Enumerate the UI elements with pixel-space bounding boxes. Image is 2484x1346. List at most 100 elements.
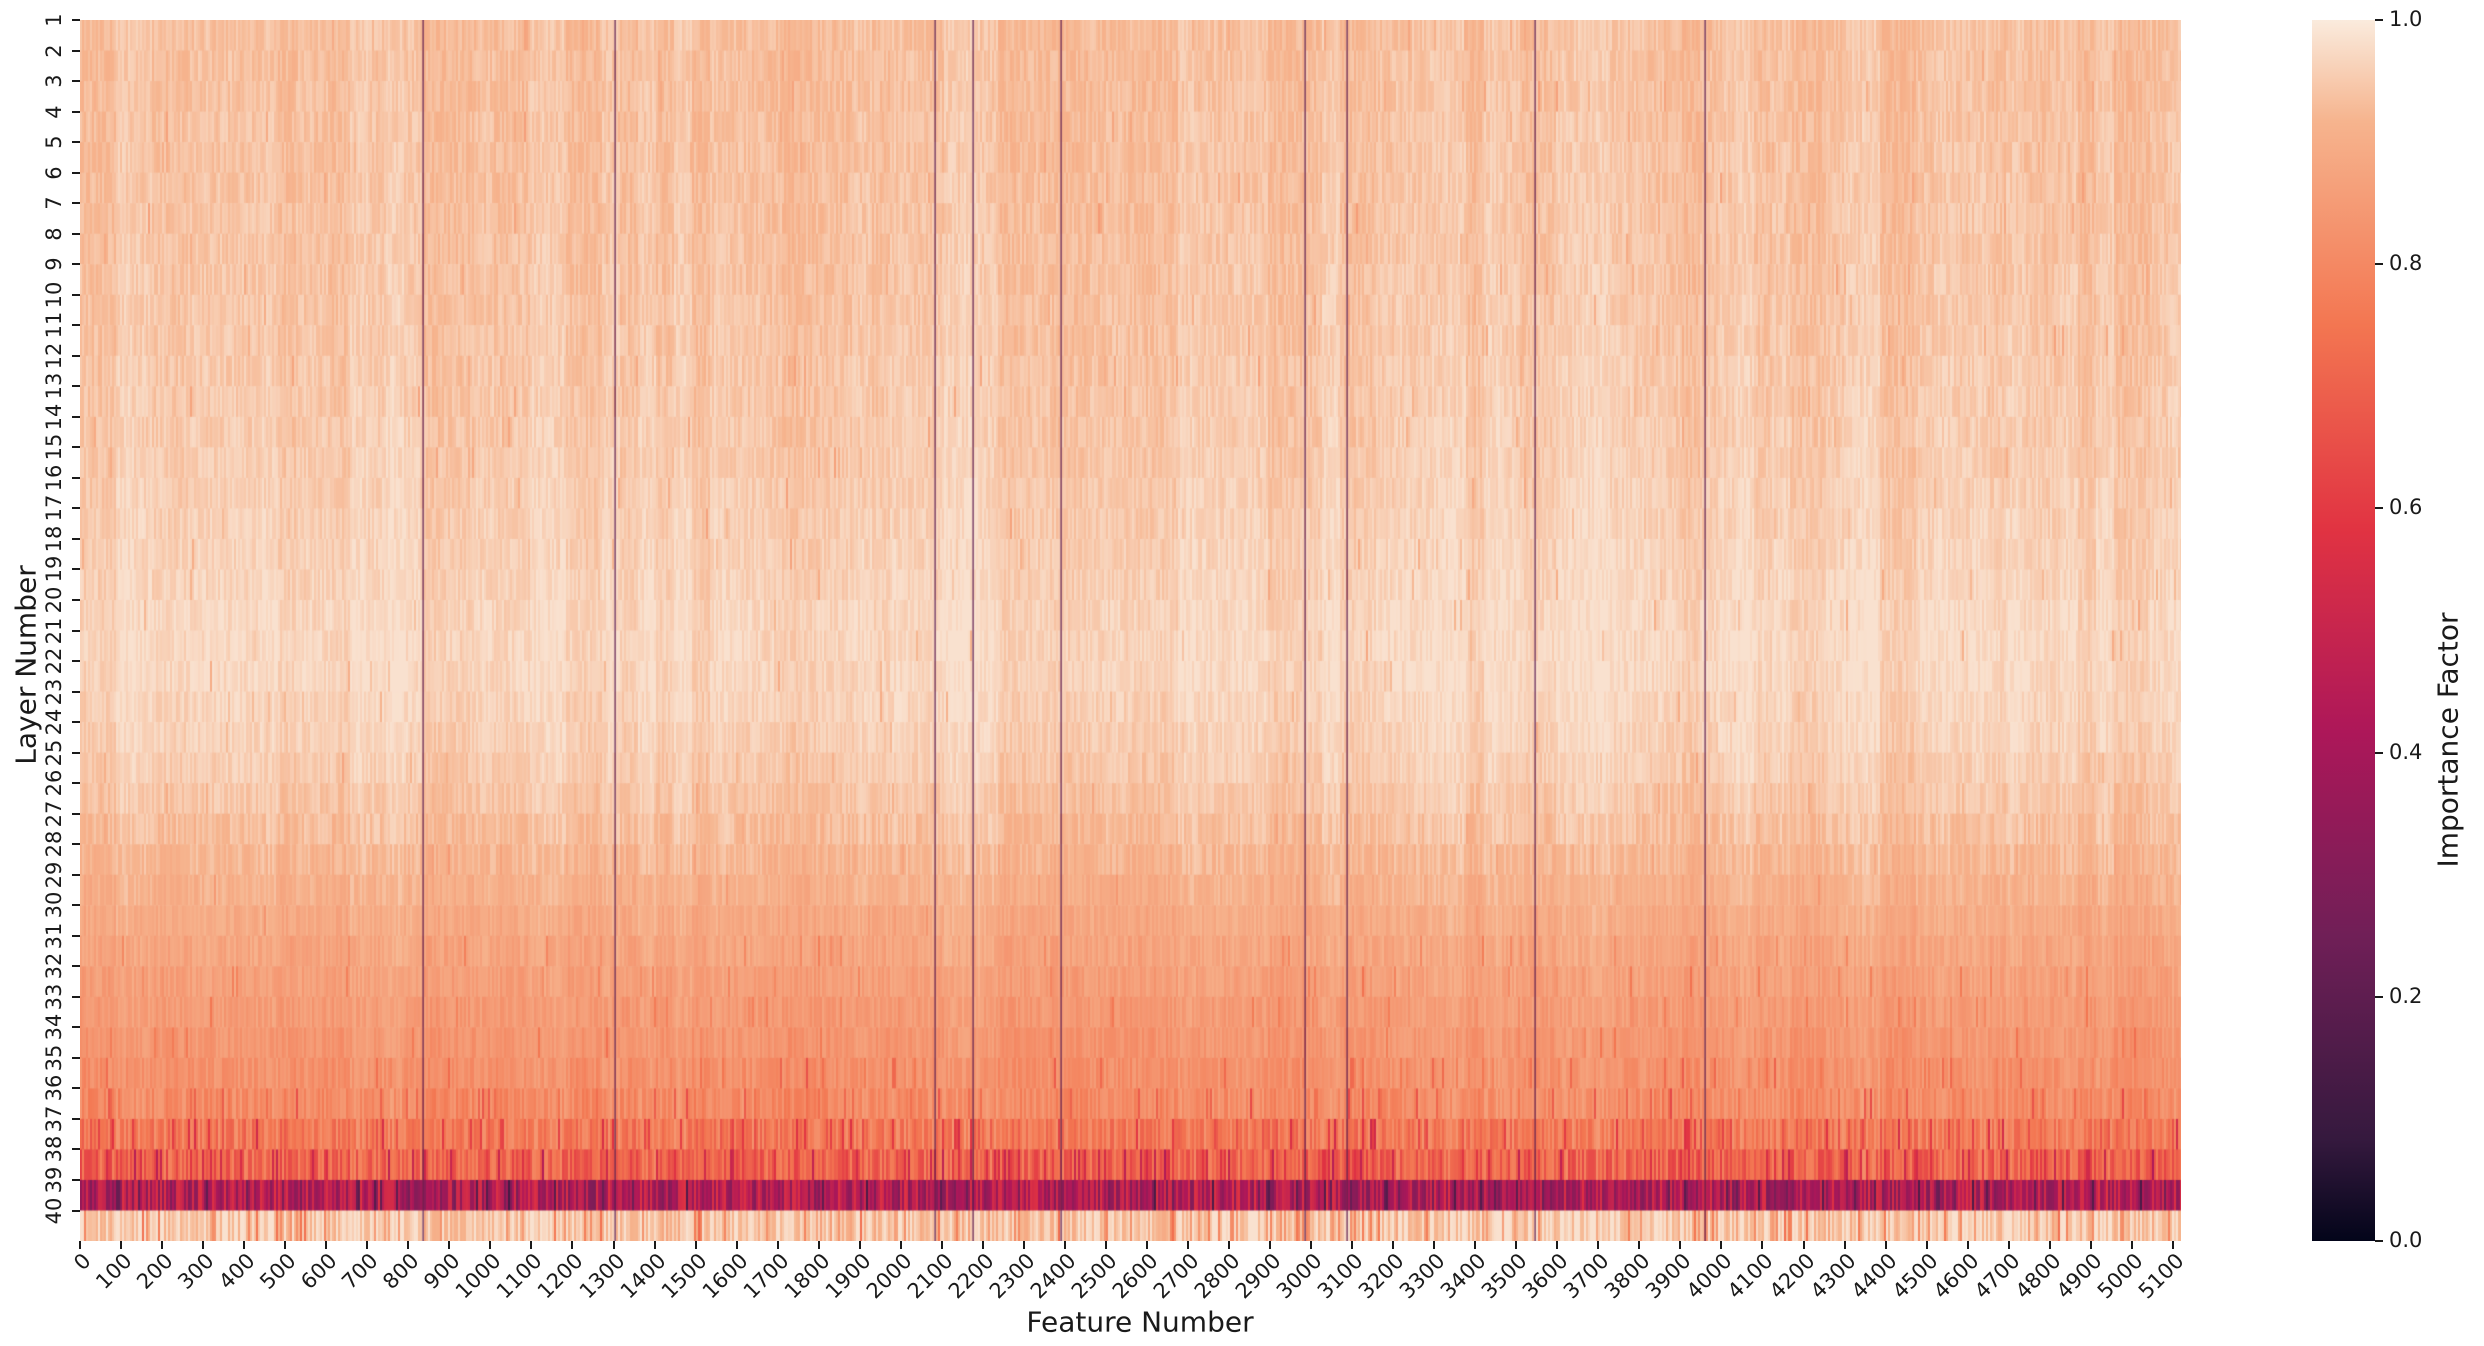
x-tick-mark bbox=[1720, 1241, 1723, 1249]
y-tick-mark bbox=[72, 19, 80, 21]
x-tick-mark bbox=[981, 1241, 984, 1249]
y-tick-mark bbox=[72, 599, 80, 601]
x-tick-mark bbox=[1228, 1241, 1230, 1249]
y-tick-mark bbox=[72, 690, 80, 693]
y-tick-label: 7 bbox=[41, 196, 66, 210]
x-axis-label: Feature Number bbox=[1026, 1305, 1254, 1339]
y-tick-mark bbox=[72, 629, 80, 632]
x-tick-mark bbox=[2130, 1241, 2133, 1249]
y-tick-mark bbox=[72, 965, 80, 968]
y-tick-mark bbox=[72, 110, 80, 113]
x-tick-mark bbox=[1022, 1241, 1025, 1249]
colorbar-gradient bbox=[2312, 20, 2375, 1241]
y-tick-mark bbox=[72, 202, 80, 205]
y-tick-mark bbox=[72, 751, 80, 754]
y-tick-label: 11 bbox=[41, 311, 66, 339]
y-tick-mark bbox=[72, 415, 80, 418]
y-tick-mark bbox=[72, 934, 80, 937]
y-tick-mark bbox=[72, 385, 80, 388]
y-tick-label: 36 bbox=[41, 1075, 66, 1102]
y-tick-label: 17 bbox=[41, 495, 66, 522]
y-tick-mark bbox=[72, 354, 80, 357]
x-tick-mark bbox=[2048, 1241, 2051, 1249]
x-tick-mark bbox=[1802, 1241, 1805, 1249]
x-tick-mark bbox=[776, 1241, 779, 1249]
colorbar-tick-mark bbox=[2375, 751, 2383, 754]
y-tick-mark bbox=[72, 904, 80, 907]
y-tick-label: 35 bbox=[41, 1044, 66, 1072]
colorbar-tick-mark bbox=[2375, 1240, 2383, 1242]
x-tick-mark bbox=[448, 1241, 451, 1249]
colorbar-tick-mark bbox=[2375, 19, 2383, 21]
y-tick-mark bbox=[72, 80, 80, 82]
y-tick-mark bbox=[72, 1179, 80, 1181]
x-tick-mark bbox=[2007, 1241, 2010, 1249]
y-tick-mark bbox=[72, 1087, 80, 1090]
y-tick-mark bbox=[72, 49, 80, 52]
x-tick-mark bbox=[407, 1241, 410, 1249]
x-tick-mark bbox=[1638, 1241, 1641, 1249]
x-tick-mark bbox=[1966, 1241, 1969, 1249]
x-tick-mark bbox=[2089, 1241, 2092, 1249]
y-tick-label: 18 bbox=[41, 525, 66, 553]
x-tick-mark bbox=[1145, 1241, 1148, 1249]
x-tick-mark bbox=[899, 1241, 902, 1249]
x-tick-mark bbox=[530, 1241, 533, 1249]
x-tick-mark bbox=[1392, 1241, 1395, 1249]
x-tick-mark bbox=[1884, 1241, 1887, 1249]
x-tick-mark bbox=[1515, 1241, 1518, 1249]
colorbar-tick-label: 0.6 bbox=[2389, 495, 2423, 520]
x-tick-mark bbox=[366, 1241, 369, 1249]
colorbar-tick-label: 1.0 bbox=[2389, 7, 2423, 31]
x-tick-mark bbox=[1925, 1241, 1928, 1249]
x-tick-mark bbox=[284, 1241, 287, 1249]
y-tick-label: 27 bbox=[41, 800, 66, 827]
y-tick-mark bbox=[72, 141, 80, 144]
y-tick-mark bbox=[72, 782, 80, 785]
x-tick-mark bbox=[1556, 1241, 1559, 1249]
y-tick-label: 10 bbox=[41, 281, 66, 309]
y-tick-mark bbox=[72, 324, 80, 327]
y-tick-label: 34 bbox=[41, 1013, 66, 1041]
y-tick-mark bbox=[72, 995, 80, 998]
x-tick-mark bbox=[325, 1241, 328, 1249]
x-tick-mark bbox=[940, 1241, 943, 1249]
y-tick-label: 9 bbox=[41, 257, 66, 271]
y-tick-label: 4 bbox=[41, 104, 66, 119]
colorbar-tick-label: 0.0 bbox=[2389, 1228, 2423, 1252]
x-tick-mark bbox=[735, 1241, 738, 1249]
x-tick-mark bbox=[1474, 1241, 1477, 1249]
y-tick-mark bbox=[72, 843, 80, 846]
x-tick-mark bbox=[1063, 1241, 1066, 1249]
y-tick-label: 31 bbox=[41, 922, 66, 950]
y-tick-label: 6 bbox=[41, 165, 66, 180]
y-tick-mark bbox=[72, 1148, 80, 1151]
y-tick-label: 38 bbox=[41, 1136, 66, 1163]
y-tick-label: 40 bbox=[41, 1197, 66, 1224]
x-tick-mark bbox=[1269, 1241, 1271, 1249]
y-tick-mark bbox=[72, 293, 80, 296]
y-tick-label: 5 bbox=[41, 135, 66, 149]
y-axis-label: Layer Number bbox=[9, 565, 43, 765]
y-tick-mark bbox=[72, 476, 80, 479]
y-tick-label: 14 bbox=[41, 403, 66, 431]
y-tick-mark bbox=[72, 1056, 80, 1059]
colorbar-label: Importance Factor bbox=[2431, 612, 2465, 868]
y-tick-label: 16 bbox=[41, 464, 66, 492]
y-tick-mark bbox=[72, 721, 80, 724]
y-tick-label: 29 bbox=[41, 861, 66, 889]
y-tick-label: 26 bbox=[41, 769, 66, 797]
x-tick-mark bbox=[653, 1241, 656, 1249]
y-tick-mark bbox=[72, 1209, 80, 1212]
y-tick-mark bbox=[72, 812, 80, 815]
y-tick-label: 15 bbox=[41, 433, 66, 461]
y-tick-mark bbox=[72, 537, 80, 540]
y-tick-label: 8 bbox=[41, 227, 66, 241]
x-tick-mark bbox=[1761, 1241, 1764, 1249]
y-tick-mark bbox=[72, 660, 80, 662]
y-tick-label: 39 bbox=[41, 1166, 66, 1194]
colorbar-tick-mark bbox=[2375, 995, 2383, 998]
y-tick-mark bbox=[72, 873, 80, 876]
x-tick-mark bbox=[571, 1241, 574, 1249]
